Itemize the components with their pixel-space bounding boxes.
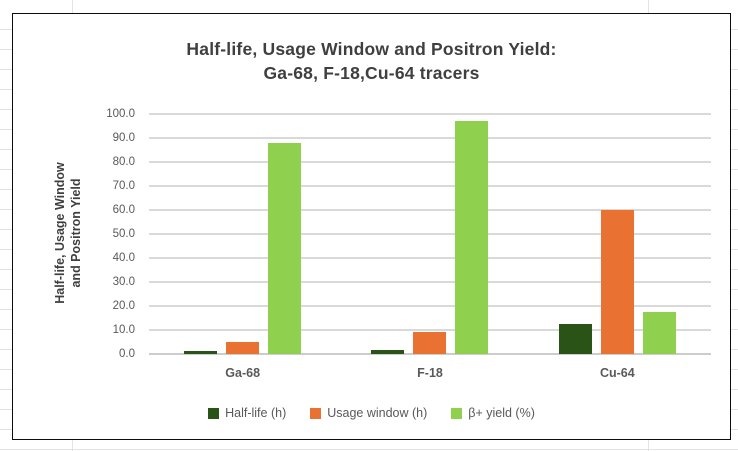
y-tick-label: 50.0 — [112, 228, 135, 240]
x-axis-line — [149, 353, 711, 355]
category-label: Ga-68 — [225, 366, 261, 380]
bar — [371, 349, 405, 354]
legend-item: Usage window (h) — [310, 406, 427, 420]
y-axis-title-line1: Half-life, Usage Window — [53, 162, 67, 304]
bar — [642, 312, 676, 354]
legend-item: Half-life (h) — [208, 406, 286, 420]
gridline — [149, 281, 711, 283]
gridline — [149, 161, 711, 163]
gridline — [149, 233, 711, 235]
bar — [226, 342, 260, 354]
y-tick-label: 100.0 — [106, 108, 135, 120]
y-tick-label: 60.0 — [112, 204, 135, 216]
x-axis-labels: Ga-68 F-18 Cu-64 — [149, 366, 711, 380]
y-tick-label: 30.0 — [112, 276, 135, 288]
bar — [268, 142, 302, 354]
legend-item: β+ yield (%) — [451, 406, 535, 420]
bar — [600, 210, 634, 354]
bar-group — [336, 114, 523, 354]
chart-frame: Half-life, Usage Window and Positron Yie… — [12, 13, 731, 440]
y-axis-tick-labels: 0.0 10.0 20.0 30.0 40.0 50.0 60.0 70.0 80.0 90.0 1… — [71, 108, 135, 360]
bar — [184, 351, 218, 354]
y-tick-label: 0.0 — [119, 348, 135, 360]
y-tick-label: 20.0 — [112, 300, 135, 312]
bar — [558, 323, 592, 354]
gridline — [149, 305, 711, 307]
gridline — [149, 257, 711, 259]
bar-group — [149, 114, 336, 354]
legend-label: β+ yield (%) — [468, 406, 535, 420]
legend-swatch — [310, 407, 322, 419]
gridline — [149, 185, 711, 187]
legend-label: Half-life (h) — [225, 406, 287, 420]
plot-area — [149, 113, 711, 355]
legend: Half-life (h) Usage window (h) β+ yield (%… — [13, 406, 730, 420]
category-label: Cu-64 — [599, 366, 635, 380]
chart-title-line1: Half-life, Usage Window and Positron Yie… — [186, 39, 557, 59]
y-tick-label: 90.0 — [112, 132, 135, 144]
legend-label: Usage window (h) — [327, 406, 428, 420]
bar — [413, 332, 447, 354]
bar — [455, 121, 489, 354]
y-tick-label: 70.0 — [112, 180, 135, 192]
chart-title: Half-life, Usage Window and Positron Yie… — [13, 37, 730, 85]
gridline — [149, 209, 711, 211]
gridline — [149, 113, 711, 115]
y-tick-label: 40.0 — [112, 252, 135, 264]
legend-swatch — [451, 407, 463, 419]
gridline — [149, 137, 711, 139]
y-tick-label: 10.0 — [112, 324, 135, 336]
bar-group — [524, 114, 711, 354]
category-label: F-18 — [417, 366, 443, 380]
legend-swatch — [208, 407, 220, 419]
bar-groups — [149, 114, 711, 354]
y-tick-label: 80.0 — [112, 156, 135, 168]
gridline — [149, 329, 711, 331]
chart-title-line2: Ga-68, F-18,Cu-64 tracers — [263, 63, 480, 83]
